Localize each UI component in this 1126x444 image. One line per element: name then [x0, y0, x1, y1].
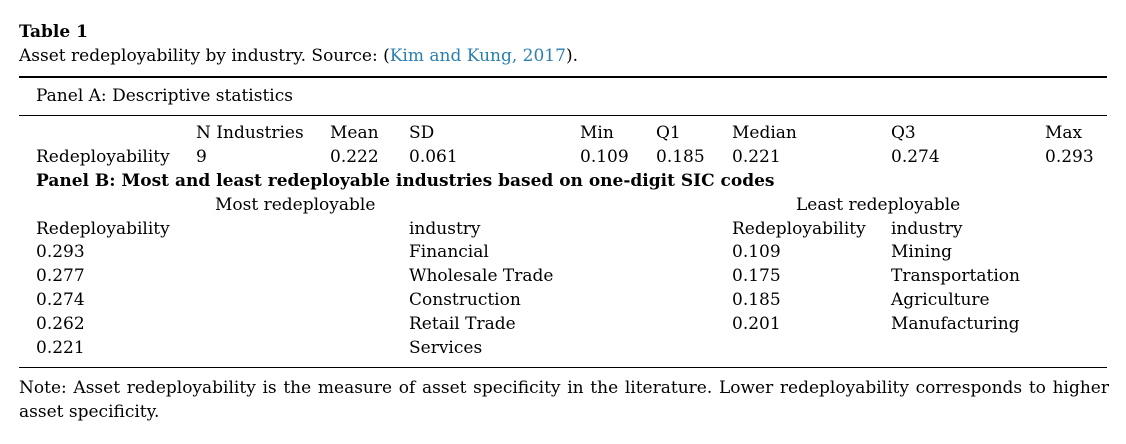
most-row-industry: Financial [409, 242, 489, 262]
row-label-redeployability: Redeployability [36, 147, 170, 167]
least-row-industry: Transportation [891, 266, 1020, 286]
mid-rule [19, 115, 1107, 116]
caption-suffix: ). [565, 46, 578, 66]
least-row-value: 0.185 [732, 290, 781, 310]
least-row-industry: Manufacturing [891, 314, 1020, 334]
table-note: Note: Asset redeployability is the measu… [19, 378, 1109, 422]
header-min: Min [580, 123, 614, 143]
most-row-industry: Retail Trade [409, 314, 516, 334]
most-row-value: 0.221 [36, 338, 85, 358]
cell-q3: 0.274 [891, 147, 940, 167]
most-row-industry: Wholesale Trade [409, 266, 554, 286]
cell-min: 0.109 [580, 147, 629, 167]
least-row-industry: Mining [891, 242, 953, 262]
panel-b-title: Panel B: Most and least redeployable ind… [36, 171, 775, 191]
panel-a-title: Panel A: Descriptive statistics [36, 86, 293, 106]
header-sd: SD [409, 123, 435, 143]
table-caption: Asset redeployability by industry. Sourc… [19, 46, 578, 66]
least-row-industry: Agriculture [891, 290, 990, 310]
header-max: Max [1045, 123, 1083, 143]
most-row-value: 0.277 [36, 266, 85, 286]
top-rule [19, 76, 1107, 78]
header-mean: Mean [330, 123, 379, 143]
caption-prefix: Asset redeployability by industry. Sourc… [19, 46, 390, 66]
most-redeployable-header: Most redeployable [215, 195, 376, 215]
most-row-value: 0.262 [36, 314, 85, 334]
least-row-value: 0.201 [732, 314, 781, 334]
cell-n-industries: 9 [196, 147, 207, 167]
most-col-industry: industry [409, 219, 481, 239]
most-row-value: 0.293 [36, 242, 85, 262]
bottom-rule [19, 367, 1107, 368]
cell-median: 0.221 [732, 147, 781, 167]
least-row-value: 0.109 [732, 242, 781, 262]
most-row-value: 0.274 [36, 290, 85, 310]
cell-mean: 0.222 [330, 147, 379, 167]
cell-q1: 0.185 [656, 147, 705, 167]
cell-sd: 0.061 [409, 147, 458, 167]
header-median: Median [732, 123, 797, 143]
header-q3: Q3 [891, 123, 916, 143]
least-row-value: 0.175 [732, 266, 781, 286]
cell-max: 0.293 [1045, 147, 1094, 167]
table-title: Table 1 [19, 22, 88, 42]
least-col-redeployability: Redeployability [732, 219, 866, 239]
header-n-industries: N Industries [196, 123, 304, 143]
most-row-industry: Construction [409, 290, 521, 310]
citation-link[interactable]: Kim and Kung, 2017 [389, 46, 566, 66]
most-row-industry: Services [409, 338, 483, 358]
least-redeployable-header: Least redeployable [796, 195, 961, 215]
header-q1: Q1 [656, 123, 681, 143]
least-col-industry: industry [891, 219, 963, 239]
most-col-redeployability: Redeployability [36, 219, 170, 239]
